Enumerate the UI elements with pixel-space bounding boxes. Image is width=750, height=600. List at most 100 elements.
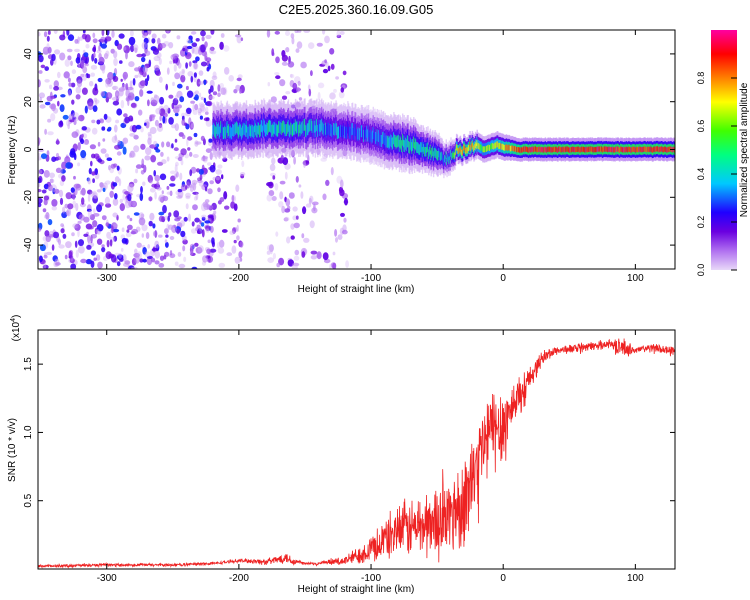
trace-segment [214,124,216,137]
trace-segment [416,141,418,153]
trace-segment [620,146,622,152]
noise-blob [191,42,198,47]
noise-blob [180,74,186,83]
noise-blob [144,155,151,161]
noise-blob [281,95,288,100]
noise-blob [58,244,65,249]
trace-segment [567,146,570,152]
noise-blob [133,134,139,140]
noise-blob [147,137,152,145]
noise-blob [114,193,118,200]
noise-blob [296,86,300,93]
trace-segment [351,123,353,136]
trace-segment [237,126,240,139]
noise-blob [236,77,242,82]
trace-segment [260,119,263,132]
noise-blob [191,31,197,35]
noise-blob [233,239,237,244]
trace-segment [292,124,294,136]
noise-blob [60,223,64,228]
noise-blob [53,30,58,34]
noise-blob [126,229,130,233]
noise-blob [153,230,158,237]
noise-blob [143,30,148,33]
trace-segment [252,125,254,137]
noise-blob [204,111,209,115]
noise-blob [205,106,209,114]
noise-blob [281,54,288,62]
trace-segment [578,146,580,152]
trace-segment [308,120,310,133]
trace-segment [459,145,462,152]
noise-blob [158,76,163,83]
noise-blob [317,82,325,89]
noise-blob [80,59,85,68]
noise-blob [45,212,50,220]
trace-segment [275,123,278,136]
noise-blob [208,88,212,95]
noise-blob [170,54,176,60]
noise-blob [101,246,106,253]
trace-segment [577,146,579,152]
noise-blob [189,243,196,250]
noise-blob [38,175,43,183]
noise-blob [161,159,167,165]
trace-segment [379,134,382,147]
noise-blob [71,69,77,75]
noise-blob [176,90,183,98]
noise-blob [123,45,130,54]
noise-blob [143,164,147,173]
noise-blob [88,225,94,230]
trace-segment [633,146,635,153]
trace-segment [531,146,533,153]
trace-segment [590,147,593,153]
trace-segment [636,147,639,153]
noise-blob [221,229,228,233]
noise-blob [105,81,109,88]
noise-blob [121,237,128,244]
noise-blob [231,245,237,254]
noise-blob [168,94,174,99]
noise-blob [144,251,151,258]
trace-segment [562,146,564,152]
colorbar-tick-label: 0.2 [696,216,706,229]
x-tick-label: 100 [627,573,644,584]
noise-blob [182,239,188,245]
noise-blob [201,155,209,160]
trace-segment [551,147,554,153]
trace-segment [482,146,485,153]
noise-blob [128,265,135,269]
noise-blob [105,50,110,57]
noise-blob [87,234,91,244]
noise-blob [155,70,161,77]
noise-blob [161,190,164,195]
trace-segment [500,143,502,150]
noise-blob [153,140,158,147]
noise-blob [107,126,112,131]
trace-segment [253,125,256,138]
noise-blob [193,62,198,70]
trace-segment [462,149,464,156]
noise-blob [197,111,202,116]
trace-segment [239,122,241,135]
trace-segment [319,124,321,136]
trace-segment [478,143,480,150]
noise-blob [49,178,54,183]
trace-segment [370,129,372,142]
trace-segment [440,151,443,160]
noise-blob [233,203,238,211]
trace-segment [378,130,380,142]
trace-segment [442,154,444,162]
trace-segment [505,144,508,150]
noise-blob [150,155,157,163]
noise-blob [112,182,118,187]
noise-blob [180,230,186,238]
trace-segment [663,147,665,153]
trace-segment [501,143,503,150]
noise-blob [240,174,245,179]
noise-blob [158,211,165,216]
trace-segment [523,146,525,152]
noise-blob [83,216,90,223]
trace-segment [383,137,386,149]
noise-blob [295,48,300,53]
